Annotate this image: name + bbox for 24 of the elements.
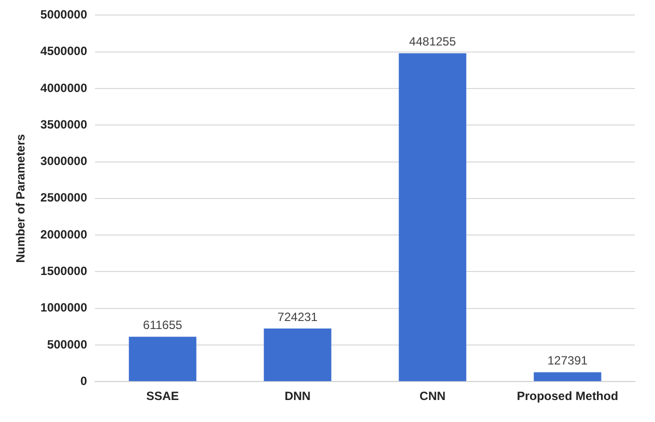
y-tick-label: 0 <box>80 374 88 388</box>
bar <box>128 336 196 382</box>
y-tick-label: 1000000 <box>40 300 88 315</box>
y-tick-label: 2500000 <box>40 190 88 205</box>
y-tick-label: 3000000 <box>40 154 88 168</box>
data-label: 4481255 <box>409 34 456 49</box>
x-tick-label: SSAE <box>146 389 179 404</box>
data-label: 127391 <box>547 354 588 368</box>
data-label: 611655 <box>143 318 183 332</box>
x-tick-label: DNN <box>284 389 311 404</box>
y-axis-title: Number of Parameters <box>14 134 28 263</box>
x-tick-label: CNN <box>420 389 446 404</box>
y-tick-label: 500000 <box>47 337 88 352</box>
bar <box>264 328 332 382</box>
bar <box>534 372 602 382</box>
x-tick-label: Proposed Method <box>516 389 618 404</box>
y-tick-label: 5000000 <box>40 8 88 22</box>
y-tick-label: 4000000 <box>40 80 88 95</box>
bar <box>398 53 466 382</box>
y-tick-label: 2000000 <box>40 227 88 242</box>
y-tick-label: 1500000 <box>40 264 88 278</box>
data-label: 724231 <box>278 310 318 324</box>
y-tick-label: 3500000 <box>40 117 88 132</box>
y-tick-label: 4500000 <box>40 44 88 58</box>
